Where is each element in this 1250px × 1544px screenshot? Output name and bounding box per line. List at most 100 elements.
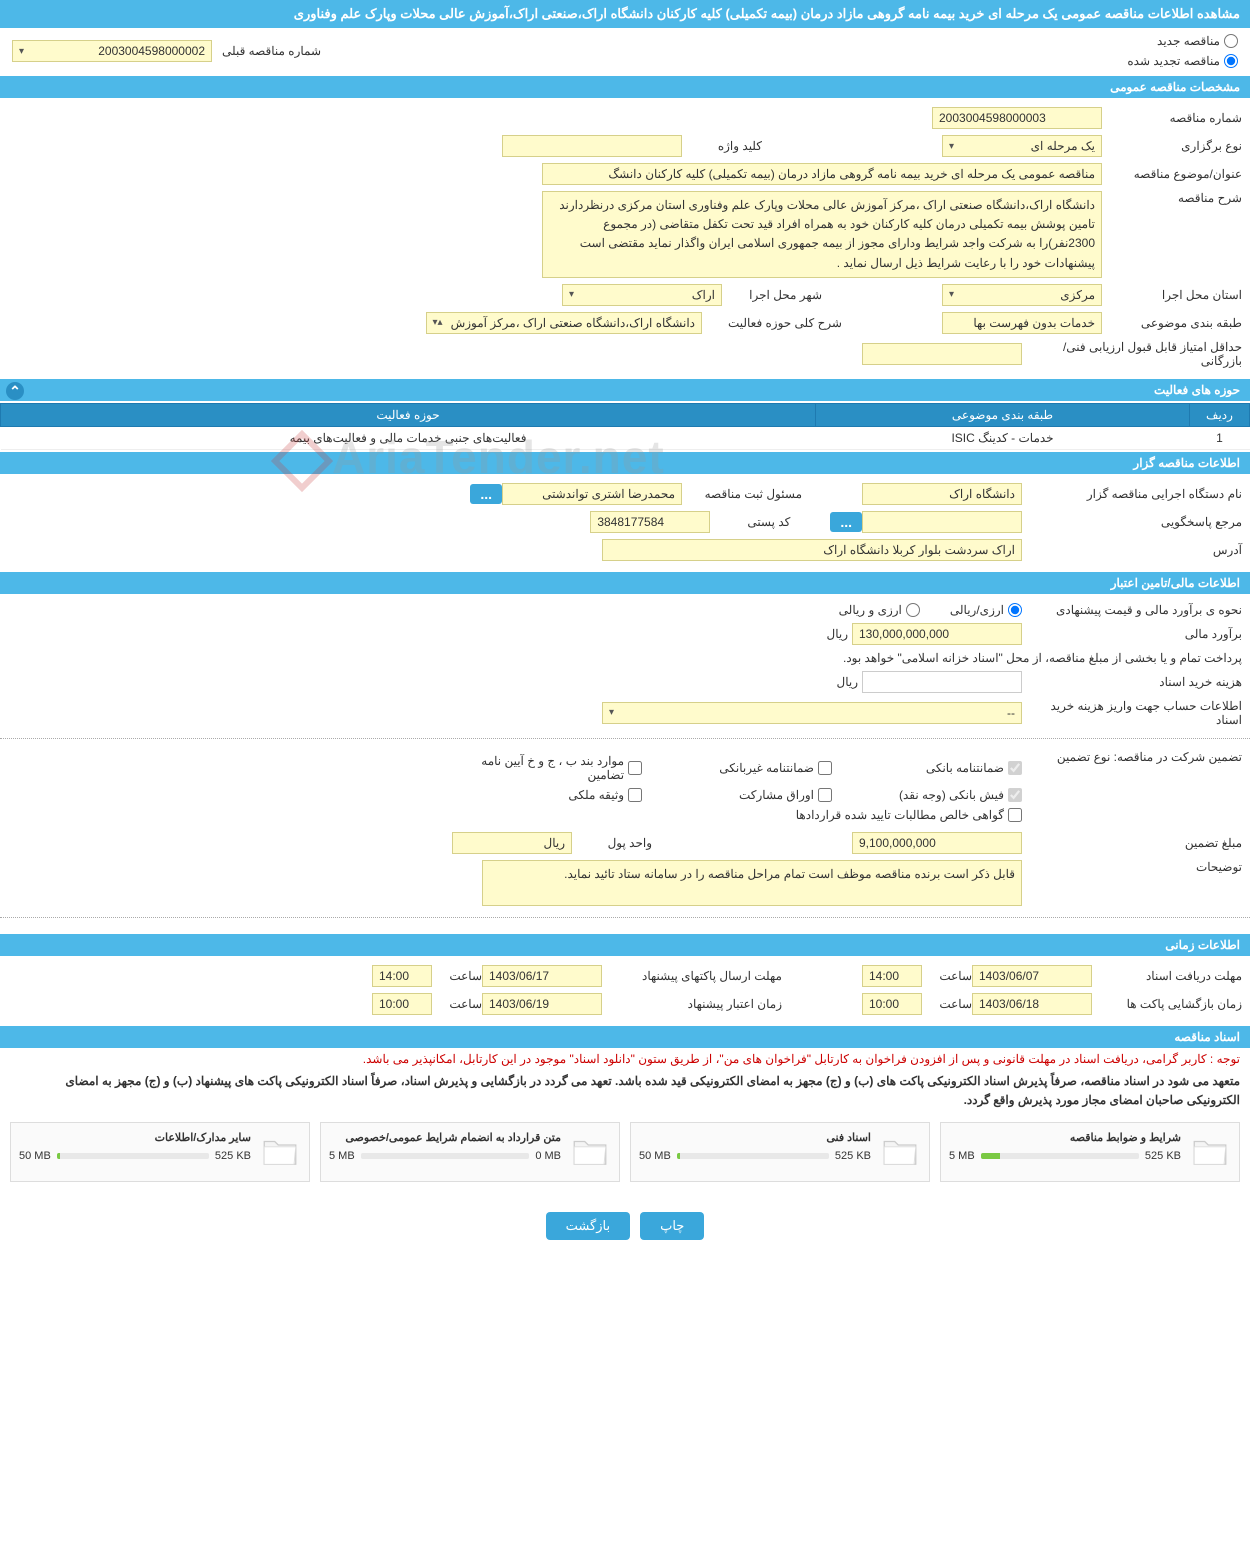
doc-deadline-time: 14:00: [862, 965, 922, 987]
prev-number-label: شماره مناقصه قبلی: [216, 44, 321, 58]
doc-used: 525 KB: [835, 1150, 871, 1162]
packet-send-time: 14:00: [372, 965, 432, 987]
time-label-2: ساعت: [432, 969, 482, 983]
doc-used: 0 MB: [535, 1150, 561, 1162]
tender-no-value: 2003004598000003: [932, 107, 1102, 129]
radio-new[interactable]: مناقصه جدید: [1127, 34, 1238, 48]
registrar-label: مسئول ثبت مناقصه: [682, 487, 802, 501]
chk-property[interactable]: وثیقه ملکی: [442, 788, 642, 802]
doc-deadline-label: مهلت دریافت اسناد: [1092, 969, 1242, 983]
radio-both[interactable]: ارزی و ریالی: [839, 603, 920, 617]
chevron-updown-icon: ▴▾: [433, 317, 443, 328]
radio-rial[interactable]: ارزی/ریالی: [950, 603, 1022, 617]
collapse-icon[interactable]: ⌃: [6, 382, 24, 400]
province-dropdown[interactable]: مرکزی ▾: [942, 284, 1102, 306]
folder-icon: [879, 1131, 921, 1173]
doc-cost-label: هزینه خرید اسناد: [1022, 675, 1242, 689]
tender-no-label: شماره مناقصه: [1102, 111, 1242, 125]
registrar-value: محمدرضا اشتری تواندشتی: [502, 483, 682, 505]
type-value: یک مرحله ای: [1031, 139, 1095, 153]
folder-icon: [259, 1131, 301, 1173]
chk-bank-guarantee[interactable]: ضمانتنامه بانکی: [852, 754, 1022, 782]
keyword-value[interactable]: [502, 135, 682, 157]
section-financial: اطلاعات مالی/تامین اعتبار: [0, 572, 1250, 594]
cur-unit-label: واحد پول: [572, 836, 652, 850]
chevron-down-icon: ▾: [949, 289, 954, 300]
doc-card[interactable]: سایر مدارک/اطلاعات 50 MB525 KB: [10, 1122, 310, 1182]
notes-value: قابل ذکر است برنده مناقصه موظف است تمام …: [482, 860, 1022, 906]
print-button[interactable]: چاپ: [640, 1212, 704, 1240]
doc-usage: 50 MB525 KB: [639, 1150, 871, 1162]
doc-title: شرایط و ضوابط مناقصه: [949, 1131, 1181, 1144]
guarantee-title: تضمین شرکت در مناقصه: نوع تضمین: [1022, 750, 1242, 764]
scope-dropdown[interactable]: دانشگاه اراک،دانشگاه صنعتی اراک ،مرکز آم…: [426, 312, 702, 334]
postal-label: کد پستی: [710, 515, 790, 529]
chk-items[interactable]: موارد بند ب ، ج و خ آیین نامه تضامین: [442, 754, 642, 782]
doc-card[interactable]: اسناد فنی50 MB525 KB: [630, 1122, 930, 1182]
province-value: مرکزی: [1060, 288, 1095, 302]
doc-cap: 50 MB: [19, 1150, 51, 1162]
city-label: شهر محل اجرا: [722, 288, 822, 302]
separator: [0, 738, 1250, 739]
doc-usage: 5 MB525 KB: [949, 1150, 1181, 1162]
back-button[interactable]: بازگشت: [546, 1212, 630, 1240]
chevron-down-icon: ▾: [19, 46, 24, 57]
reply-more-button[interactable]: ...: [830, 512, 862, 532]
doc-title: سایر مدارک/اطلاعات: [19, 1131, 251, 1144]
scope-value: دانشگاه اراک،دانشگاه صنعتی اراک ،مرکز آم…: [451, 316, 695, 330]
class-value: خدمات بدون فهرست بها: [942, 312, 1102, 334]
g-amount-label: مبلغ تضمین: [1022, 836, 1242, 850]
payment-note: پرداخت تمام و یا بخشی از مبلغ مناقصه، از…: [843, 651, 1242, 665]
folder-icon: [1189, 1131, 1231, 1173]
notes-label: توضیحات: [1022, 860, 1242, 874]
chk-net-claims[interactable]: گواهی خالص مطالبات تایید شده قراردادها: [442, 808, 1022, 822]
radio-renewed-label: مناقصه تجدید شده: [1127, 54, 1220, 68]
est-method-label: نحوه ی برآورد مالی و قیمت پیشنهادی: [1022, 603, 1242, 617]
activity-table: ردیف طبقه بندی موضوعی حوزه فعالیت 1 خدما…: [0, 403, 1250, 450]
province-label: استان محل اجرا: [1102, 288, 1242, 302]
folder-icon: [569, 1131, 611, 1173]
col-class: طبقه بندی موضوعی: [816, 403, 1190, 426]
status-radio-row: مناقصه جدید مناقصه تجدید شده شماره مناقص…: [0, 28, 1250, 74]
chk-nonbank[interactable]: ضمانتنامه غیربانکی: [662, 754, 832, 782]
cell-idx: 1: [1190, 426, 1250, 449]
account-dropdown[interactable]: -- ▾: [602, 702, 1022, 724]
section-general: مشخصات مناقصه عمومی: [0, 76, 1250, 98]
doc-cap: 5 MB: [949, 1150, 975, 1162]
estimate-label: برآورد مالی: [1022, 627, 1242, 641]
section-documents: اسناد مناقصه: [0, 1026, 1250, 1048]
doc-title: متن قرارداد به انضمام شرایط عمومی/خصوصی: [329, 1131, 561, 1144]
city-dropdown[interactable]: اراک ▾: [562, 284, 722, 306]
g-amount-value: 9,100,000,000: [852, 832, 1022, 854]
subject-value: مناقصه عمومی یک مرحله ای خرید بیمه نامه …: [542, 163, 1102, 185]
chk-bank-receipt[interactable]: فیش بانکی (وجه نقد): [852, 788, 1022, 802]
prev-number-value: 2003004598000002: [98, 44, 205, 58]
col-field: حوزه فعالیت: [1, 403, 816, 426]
min-score-value[interactable]: [862, 343, 1022, 365]
doc-cap: 5 MB: [329, 1150, 355, 1162]
class-label: طبقه بندی موضوعی: [1102, 316, 1242, 330]
radio-renewed[interactable]: مناقصه تجدید شده: [1127, 54, 1238, 68]
radio-renewed-input[interactable]: [1224, 54, 1238, 68]
doc-cost-value[interactable]: [862, 671, 1022, 693]
registrar-more-button[interactable]: ...: [470, 484, 502, 504]
time-label-1: ساعت: [922, 969, 972, 983]
cur-unit-value: ریال: [452, 832, 572, 854]
time-label-3: ساعت: [922, 997, 972, 1011]
radio-new-input[interactable]: [1224, 34, 1238, 48]
keyword-label: کلید واژه: [682, 139, 762, 153]
reply-value[interactable]: [862, 511, 1022, 533]
chk-participation[interactable]: اوراق مشارکت: [662, 788, 832, 802]
estimate-value: 130,000,000,000: [852, 623, 1022, 645]
postal-value: 3848177584: [590, 511, 710, 533]
prev-number-dropdown[interactable]: 2003004598000002 ▾: [12, 40, 212, 62]
section-owner: اطلاعات مناقصه گزار: [0, 452, 1250, 474]
doc-card[interactable]: شرایط و ضوابط مناقصه 5 MB525 KB: [940, 1122, 1240, 1182]
doc-card[interactable]: متن قرارداد به انضمام شرایط عمومی/خصوصی 5…: [320, 1122, 620, 1182]
section-activity: حوزه های فعالیت ⌃: [0, 379, 1250, 401]
type-dropdown[interactable]: یک مرحله ای ▾: [942, 135, 1102, 157]
prev-number-wrap: شماره مناقصه قبلی 2003004598000002 ▾: [12, 40, 321, 62]
doc-usage: 50 MB525 KB: [19, 1150, 251, 1162]
account-value: --: [1007, 706, 1015, 720]
guarantee-check-grid: ضمانتنامه بانکی ضمانتنامه غیربانکی موارد…: [162, 750, 1022, 826]
